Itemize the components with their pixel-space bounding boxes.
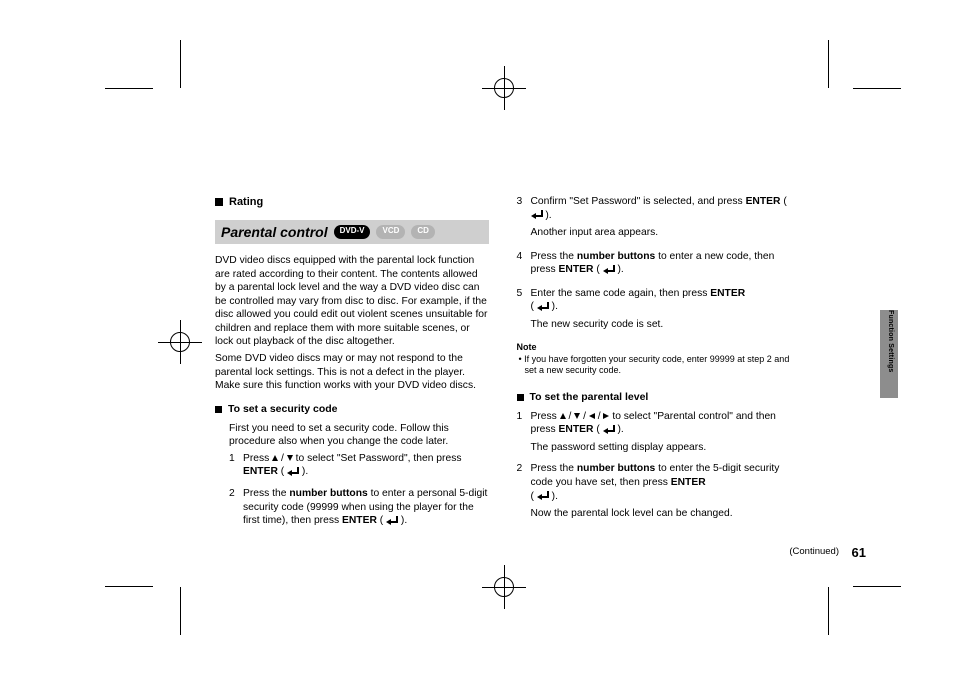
section-heading-rating: Rating xyxy=(215,195,489,210)
lead-text: First you need to set a security code. F… xyxy=(215,422,489,449)
bullet-square-icon xyxy=(517,394,524,401)
step-item: 2 Press the number buttons to enter a pe… xyxy=(229,487,489,528)
step-text: Press / to select "Set Password", then p… xyxy=(243,453,462,478)
crop-mark xyxy=(853,88,901,89)
note-heading: Note xyxy=(517,342,791,354)
step-text: Enter the same code again, then press EN… xyxy=(531,288,746,313)
badge-vcd: VCD xyxy=(376,225,405,239)
step-sub: The new security code is set. xyxy=(531,319,664,330)
heading-text: Rating xyxy=(229,195,263,210)
steps-list: 1 Press / to select "Set Password", then… xyxy=(215,452,489,528)
crop-mark xyxy=(105,88,153,89)
subheading-text: To set a security code xyxy=(228,403,338,417)
enter-icon xyxy=(386,516,398,525)
step-text: Press the number buttons to enter a pers… xyxy=(243,488,487,526)
enter-icon xyxy=(531,210,543,219)
left-column: Rating Parental control DVD-V VCD CD DVD… xyxy=(215,195,489,555)
subheading-text: To set the parental level xyxy=(530,391,649,405)
step-item: 3 Confirm "Set Password" is selected, an… xyxy=(517,195,791,240)
page-number: 61 xyxy=(852,545,866,560)
bullet-square-icon xyxy=(215,198,223,206)
steps-list: 1 Press / / / to select "Parental contro… xyxy=(517,410,791,521)
step-sub: Now the parental lock level can be chang… xyxy=(531,508,733,519)
crop-mark xyxy=(853,586,901,587)
registration-mark xyxy=(158,320,202,364)
badge-dvdv: DVD-V xyxy=(334,225,371,239)
step-sub: Another input area appears. xyxy=(531,227,659,238)
content-area: Rating Parental control DVD-V VCD CD DVD… xyxy=(215,195,790,555)
title-bar: Parental control DVD-V VCD CD xyxy=(215,220,489,244)
crop-mark xyxy=(105,586,153,587)
step-text: Press the number buttons to enter the 5-… xyxy=(531,463,780,501)
step-text: Confirm "Set Password" is selected, and … xyxy=(531,196,787,221)
note-body: • If you have forgotten your security co… xyxy=(517,354,791,377)
registration-mark xyxy=(482,66,526,110)
step-item: 1 Press / to select "Set Password", then… xyxy=(229,452,489,479)
enter-icon xyxy=(537,302,549,311)
step-item: 2 Press the number buttons to enter the … xyxy=(517,462,791,520)
subheading-security-code: To set a security code xyxy=(215,403,489,417)
steps-list-cont: 3 Confirm "Set Password" is selected, an… xyxy=(517,195,791,332)
continued-label: (Continued) xyxy=(789,546,839,557)
crop-mark xyxy=(180,587,181,635)
crop-mark xyxy=(180,40,181,88)
step-item: 4 Press the number buttons to enter a ne… xyxy=(517,250,791,277)
enter-icon xyxy=(603,425,615,434)
manual-page: Function Settings Rating Parental contro… xyxy=(0,0,954,675)
step-sub: The password setting display appears. xyxy=(531,442,707,453)
intro-paragraph: Some DVD video discs may or may not resp… xyxy=(215,352,489,393)
registration-mark xyxy=(482,565,526,609)
enter-icon xyxy=(537,491,549,500)
crop-mark xyxy=(828,587,829,635)
side-tab-label: Function Settings xyxy=(882,310,894,430)
right-column: 3 Confirm "Set Password" is selected, an… xyxy=(517,195,791,555)
step-item: 1 Press / / / to select "Parental contro… xyxy=(517,410,791,455)
step-text: Press the number buttons to enter a new … xyxy=(531,251,775,276)
step-text: Press / / / to select "Parental control"… xyxy=(531,411,776,436)
title-text: Parental control xyxy=(221,223,328,241)
enter-icon xyxy=(603,265,615,274)
subheading-parental-level: To set the parental level xyxy=(517,391,791,405)
badge-cd: CD xyxy=(411,225,435,239)
step-item: 5 Enter the same code again, then press … xyxy=(517,287,791,332)
enter-icon xyxy=(287,467,299,476)
bullet-square-icon xyxy=(215,406,222,413)
intro-paragraph: DVD video discs equipped with the parent… xyxy=(215,254,489,349)
crop-mark xyxy=(828,40,829,88)
